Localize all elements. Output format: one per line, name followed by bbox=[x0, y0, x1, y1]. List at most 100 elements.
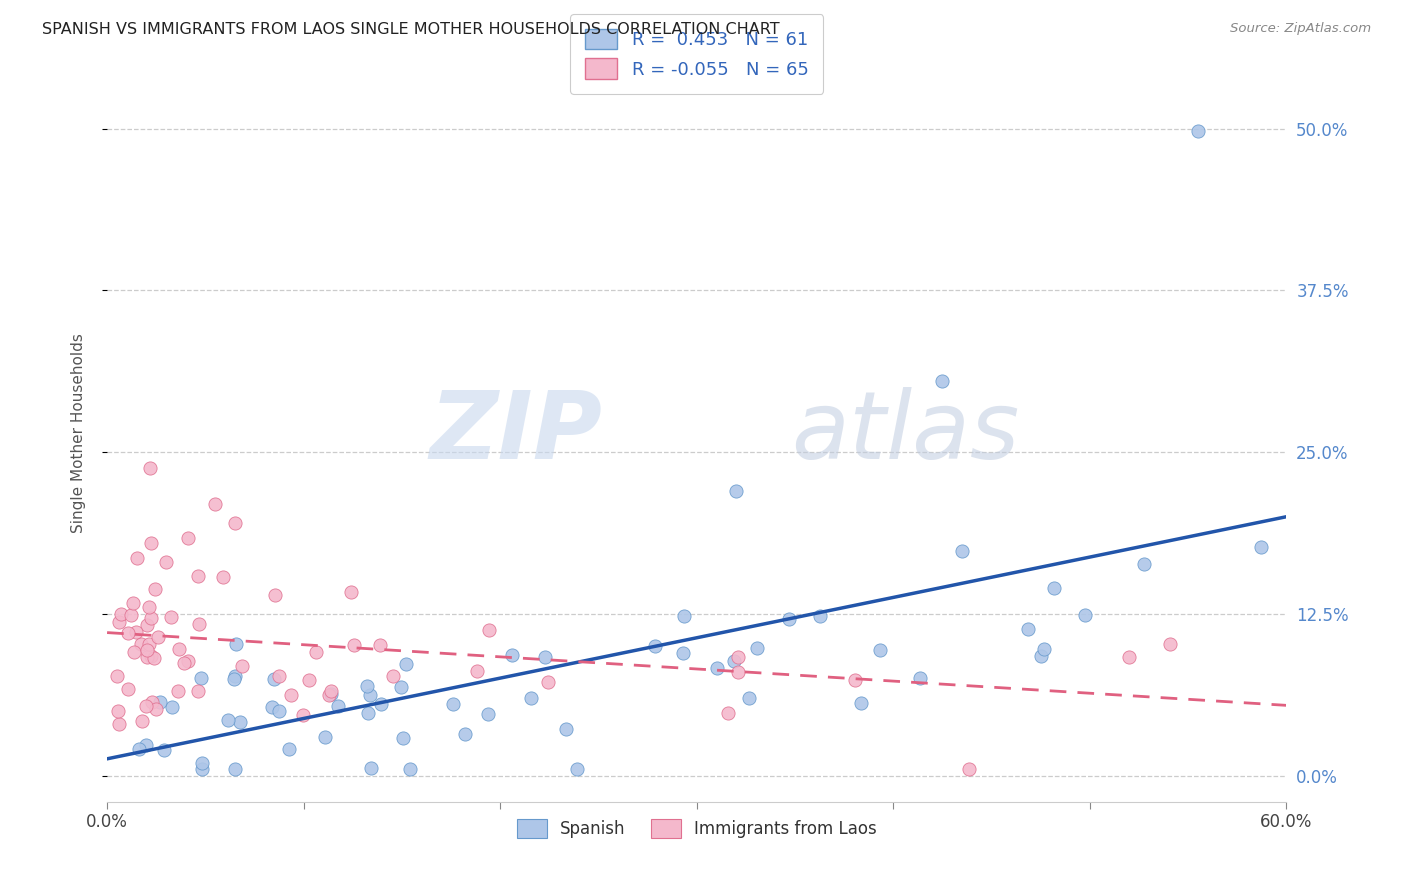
Point bbox=[326, 699, 349, 714]
Point bbox=[565, 762, 588, 776]
Point bbox=[534, 650, 557, 665]
Point bbox=[537, 674, 560, 689]
Point bbox=[125, 624, 148, 639]
Point bbox=[1187, 124, 1209, 138]
Point bbox=[1118, 649, 1140, 664]
Point bbox=[340, 585, 363, 599]
Point bbox=[135, 643, 157, 657]
Point bbox=[122, 645, 145, 659]
Point bbox=[931, 374, 953, 388]
Point bbox=[717, 706, 740, 721]
Point bbox=[143, 650, 166, 665]
Point bbox=[1043, 582, 1066, 596]
Point bbox=[177, 531, 200, 545]
Point bbox=[950, 544, 973, 558]
Point bbox=[135, 699, 157, 714]
Point bbox=[264, 588, 287, 602]
Point bbox=[644, 639, 666, 653]
Point bbox=[117, 626, 139, 640]
Point bbox=[129, 637, 152, 651]
Point bbox=[314, 730, 336, 744]
Point bbox=[382, 669, 405, 683]
Point bbox=[191, 762, 214, 776]
Point bbox=[217, 714, 239, 728]
Point bbox=[187, 568, 209, 582]
Point bbox=[392, 731, 415, 745]
Point bbox=[725, 483, 748, 498]
Point bbox=[398, 762, 420, 776]
Point bbox=[727, 665, 749, 679]
Point bbox=[160, 700, 183, 714]
Point bbox=[441, 698, 464, 712]
Point bbox=[138, 637, 160, 651]
Point bbox=[292, 708, 315, 723]
Point bbox=[672, 646, 695, 660]
Point bbox=[159, 609, 181, 624]
Point bbox=[520, 691, 543, 706]
Point bbox=[478, 623, 501, 637]
Point bbox=[844, 673, 866, 687]
Point bbox=[359, 688, 381, 702]
Point bbox=[1073, 608, 1095, 623]
Point bbox=[139, 460, 162, 475]
Point bbox=[225, 637, 247, 651]
Point bbox=[808, 608, 831, 623]
Point bbox=[360, 761, 382, 775]
Point bbox=[321, 684, 343, 698]
Text: Source: ZipAtlas.com: Source: ZipAtlas.com bbox=[1230, 22, 1371, 36]
Point bbox=[121, 596, 143, 610]
Point bbox=[224, 669, 246, 683]
Point bbox=[357, 706, 380, 721]
Point bbox=[224, 672, 246, 686]
Point bbox=[187, 684, 209, 698]
Point bbox=[173, 657, 195, 671]
Point bbox=[224, 516, 246, 531]
Point bbox=[1017, 622, 1039, 636]
Point bbox=[117, 681, 139, 696]
Point bbox=[304, 645, 326, 659]
Point bbox=[148, 631, 170, 645]
Point bbox=[228, 715, 250, 730]
Point bbox=[555, 723, 578, 737]
Point bbox=[138, 599, 160, 614]
Point bbox=[869, 643, 891, 657]
Point bbox=[139, 536, 162, 550]
Text: atlas: atlas bbox=[792, 387, 1019, 478]
Point bbox=[672, 609, 695, 624]
Point bbox=[105, 669, 128, 683]
Point bbox=[166, 683, 188, 698]
Point bbox=[267, 668, 290, 682]
Point bbox=[477, 707, 499, 722]
Text: ZIP: ZIP bbox=[430, 387, 602, 479]
Point bbox=[143, 582, 166, 597]
Point bbox=[1133, 557, 1156, 571]
Point bbox=[131, 714, 153, 728]
Point bbox=[212, 570, 235, 584]
Point bbox=[1159, 636, 1181, 650]
Point bbox=[263, 673, 285, 687]
Point bbox=[135, 738, 157, 752]
Point bbox=[188, 617, 211, 632]
Point bbox=[262, 700, 284, 714]
Point bbox=[155, 555, 177, 569]
Point bbox=[139, 610, 162, 624]
Point bbox=[167, 641, 190, 656]
Point bbox=[778, 612, 800, 626]
Point bbox=[141, 695, 163, 709]
Point bbox=[745, 640, 768, 655]
Point bbox=[501, 648, 523, 662]
Point bbox=[153, 743, 176, 757]
Point bbox=[224, 762, 246, 776]
Legend: Spanish, Immigrants from Laos: Spanish, Immigrants from Laos bbox=[510, 813, 883, 845]
Point bbox=[107, 704, 129, 718]
Point bbox=[910, 671, 932, 685]
Point bbox=[321, 687, 343, 701]
Point bbox=[851, 696, 873, 710]
Point bbox=[1033, 642, 1056, 657]
Point bbox=[204, 497, 226, 511]
Point bbox=[136, 650, 159, 665]
Point bbox=[128, 742, 150, 756]
Point bbox=[139, 648, 162, 663]
Point bbox=[738, 690, 761, 705]
Point bbox=[395, 657, 418, 672]
